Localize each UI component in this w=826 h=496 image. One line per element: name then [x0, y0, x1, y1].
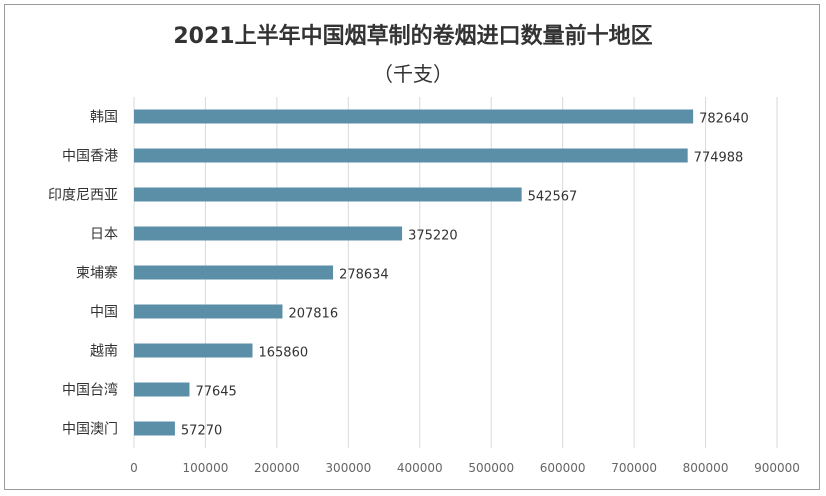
bar: [134, 187, 522, 202]
bar: [134, 109, 694, 124]
category-label: 韩国: [90, 110, 118, 126]
category-label: 中国台湾: [62, 382, 118, 399]
bar: [134, 226, 403, 241]
x-tick-label: 400000: [397, 461, 443, 475]
category-label: 中国: [90, 305, 118, 321]
bar: [134, 304, 283, 319]
category-label: 中国澳门: [62, 422, 118, 438]
x-tick-label: 800000: [683, 461, 729, 475]
chart-frame: [4, 4, 820, 490]
x-tick-label: 300000: [325, 461, 371, 475]
x-tick-label: 900000: [754, 461, 800, 475]
x-tick-label: 700000: [611, 461, 657, 475]
bar: [134, 343, 253, 358]
x-tick-label: 0: [130, 461, 138, 475]
bar: [134, 265, 334, 280]
category-label: 越南: [90, 344, 118, 360]
data-label: 207816: [288, 307, 338, 322]
bar: [134, 382, 190, 397]
x-tick-label: 600000: [540, 461, 586, 475]
data-label: 57270: [181, 424, 222, 439]
category-label: 中国香港: [62, 149, 118, 165]
data-label: 77645: [195, 385, 236, 400]
x-tick-label: 500000: [468, 461, 514, 475]
chart-subtitle: （千支）: [373, 62, 453, 86]
data-label: 542567: [528, 190, 578, 205]
bar: [134, 148, 688, 163]
x-tick-label: 200000: [254, 461, 300, 475]
data-label: 278634: [339, 268, 389, 283]
data-label: 165860: [258, 346, 308, 361]
category-label: 日本: [90, 227, 118, 243]
category-label: 印度尼西亚: [48, 188, 118, 204]
data-label: 782640: [699, 112, 749, 127]
bar: [134, 421, 175, 436]
chart-title: 2021上半年中国烟草制的卷烟进口数量前十地区: [173, 24, 653, 49]
data-label: 774988: [694, 151, 744, 166]
category-label: 柬埔寨: [76, 265, 118, 282]
data-label: 375220: [408, 229, 458, 244]
x-tick-label: 100000: [183, 461, 229, 475]
